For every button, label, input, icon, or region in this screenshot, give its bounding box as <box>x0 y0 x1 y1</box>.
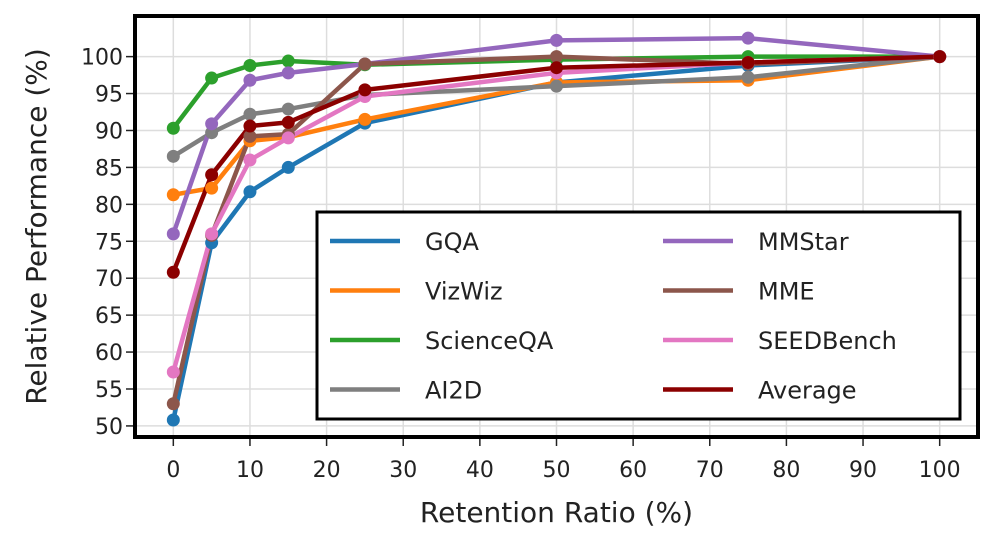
y-tick-label: 75 <box>95 230 123 255</box>
x-tick-label: 100 <box>919 458 961 483</box>
x-tick-label: 0 <box>166 458 180 483</box>
data-point-average <box>741 56 755 70</box>
data-point-mme <box>550 50 563 64</box>
data-point-gqa <box>281 160 295 174</box>
y-tick-label: 100 <box>81 46 123 71</box>
y-tick-label: 70 <box>95 267 123 292</box>
y-tick-label: 55 <box>95 378 123 403</box>
legend-label-mmstar: MMStar <box>758 228 849 256</box>
y-tick-label: 65 <box>95 304 123 329</box>
x-tick-label: 30 <box>389 458 417 483</box>
y-tick-label: 85 <box>95 156 123 181</box>
series-lines <box>171 35 942 423</box>
data-point-seedbench <box>243 153 257 167</box>
data-point-ai2d <box>243 107 257 121</box>
data-point-vizwiz <box>358 112 372 126</box>
series-points <box>166 31 947 427</box>
data-point-mmstar <box>281 66 295 80</box>
data-point-average <box>933 50 947 64</box>
y-axis-title: Relative Performance (%) <box>20 48 53 405</box>
data-point-mme <box>166 397 180 411</box>
data-point-vizwiz <box>166 188 180 202</box>
plot-frame <box>133 14 980 439</box>
data-point-seedbench <box>281 131 295 145</box>
series-line-mmstar <box>171 35 942 237</box>
data-point-average <box>550 61 563 75</box>
legend-box <box>315 210 962 421</box>
data-point-scienceqa <box>281 54 295 68</box>
data-point-scienceqa <box>243 58 257 72</box>
data-point-mme <box>358 57 372 71</box>
series-line-scienceqa <box>171 54 942 131</box>
data-point-scienceqa <box>166 121 180 135</box>
x-tick-label: 80 <box>772 458 800 483</box>
x-tick-label: 60 <box>619 458 647 483</box>
y-tick-label: 95 <box>95 83 123 108</box>
data-point-average <box>358 83 372 97</box>
data-point-ai2d <box>741 70 755 84</box>
data-point-gqa <box>243 185 257 199</box>
legend-label-vizwiz: VizWiz <box>425 278 503 306</box>
data-point-mmstar <box>741 31 755 45</box>
data-point-mmstar <box>243 73 257 87</box>
legend-label-seedbench: SEEDBench <box>758 327 897 355</box>
legend-label-mme: MME <box>758 278 815 306</box>
y-tick-label: 60 <box>95 341 123 366</box>
series-line-average <box>171 54 942 275</box>
x-tick-label: 10 <box>236 458 264 483</box>
x-axis-title: Retention Ratio (%) <box>420 496 693 529</box>
data-point-mme <box>243 129 257 143</box>
data-point-ai2d <box>281 102 295 116</box>
data-point-mmstar <box>205 117 219 131</box>
data-point-vizwiz <box>205 181 219 195</box>
data-point-seedbench <box>205 227 219 241</box>
data-point-average <box>243 119 257 133</box>
data-point-mmstar <box>550 33 563 47</box>
data-point-average <box>281 115 295 129</box>
data-point-seedbench <box>166 365 180 379</box>
x-tick-label: 90 <box>849 458 877 483</box>
data-point-gqa <box>166 413 180 427</box>
y-tick-label: 90 <box>95 119 123 144</box>
y-tick-label: 80 <box>95 193 123 218</box>
data-point-ai2d <box>550 79 563 93</box>
legend-label-average: Average <box>758 377 857 405</box>
x-tick-label: 40 <box>466 458 494 483</box>
x-tick-label: 20 <box>313 458 341 483</box>
legend-label-ai2d: AI2D <box>425 377 482 405</box>
data-point-average <box>166 265 180 279</box>
x-tick-label: 50 <box>543 458 571 483</box>
data-point-ai2d <box>166 149 180 163</box>
legend-label-scienceqa: ScienceQA <box>425 327 554 355</box>
x-tick-label: 70 <box>696 458 724 483</box>
y-tick-label: 50 <box>95 415 123 440</box>
x-axis-ticks: 0 10 20 30 40 50 60 70 80 90 100 <box>166 439 961 483</box>
data-point-average <box>205 168 219 182</box>
legend-label-gqa: GQA <box>425 228 479 256</box>
data-point-mmstar <box>166 227 180 241</box>
y-axis-ticks: 50 55 60 65 70 75 80 85 90 95 100 <box>81 46 133 440</box>
legend: GQA VizWiz ScienceQA AI2D MMStar MME SEEDBench… <box>315 210 962 421</box>
data-point-scienceqa <box>205 71 219 85</box>
